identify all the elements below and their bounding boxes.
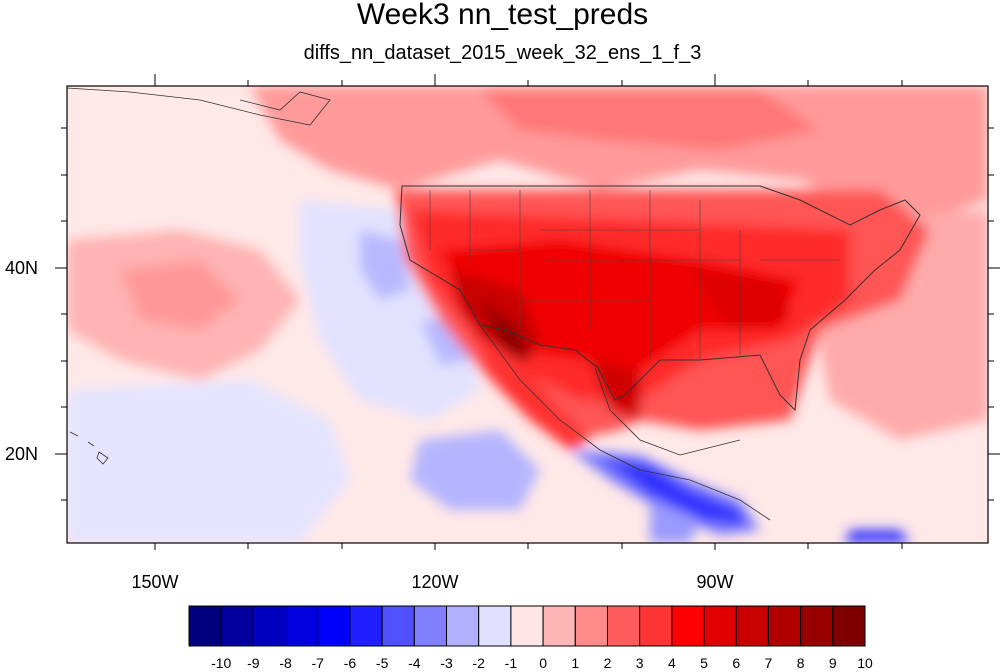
colorbar-label: 10 [857,655,873,671]
colorbar-swatch [574,605,608,647]
colorbar-label: 5 [700,655,708,671]
hawaii-islands [69,431,109,465]
colorbar-swatch [832,605,866,647]
colorbar-label: 1 [571,655,580,671]
colorbar-swatch [735,605,769,647]
colorbar-label: 0 [539,655,547,671]
colorbar-swatch [220,605,254,647]
colorbar-swatch [510,605,544,647]
colorbar-label: -6 [343,655,357,671]
map-panel [55,74,1000,550]
colorbar-swatch [606,605,641,647]
lon-label-120w: 120W [411,572,459,592]
colorbar-swatch [349,605,383,647]
colorbar-swatch [413,605,448,647]
colorbar-swatch [285,605,319,647]
us-boundary [399,185,921,412]
colorbar-swatch [703,605,737,647]
colorbar [188,605,866,647]
colorbar-label: -5 [375,655,389,671]
lon-label-150w: 150W [131,572,179,592]
colorbar-label: 9 [828,655,837,671]
colorbar-label: -3 [440,655,453,671]
colorbar-label: -4 [408,655,421,671]
colorbar-label: -9 [247,655,260,671]
colorbar-label: -10 [211,655,232,671]
lat-label-20n: 20N [4,444,38,464]
colorbar-label: -1 [504,655,518,671]
colorbar-label: 8 [796,655,805,671]
mexico-coast [479,324,771,521]
colorbar-swatch [542,605,576,647]
colorbar-swatch [639,605,673,647]
colorbar-label: 4 [667,655,676,671]
colorbar-swatch [800,605,834,647]
map-subtitle: diffs_nn_dataset_2015_week_32_ens_1_f_3 [303,42,702,64]
colorbar-label: -8 [279,655,292,671]
alaska-coast [67,87,331,126]
colorbar-swatch [252,605,287,647]
colorbar-label: 2 [603,655,612,671]
colorbar-label: -7 [311,655,324,671]
colorbar-swatch [381,605,415,647]
colorbar-swatch [188,605,222,647]
colorbar-label: 6 [732,655,741,671]
temperature-difference-field [67,86,988,543]
colorbar-swatch [671,605,705,647]
colorbar-swatch [478,605,512,647]
colorbar-swatch [317,605,351,647]
colorbar-swatch [446,605,480,647]
colorbar-swatch [767,605,802,647]
axis-ticks [55,74,1000,550]
lon-label-90w: 90W [696,572,734,592]
map-title: Week3 nn_test_preds [356,0,649,31]
lat-label-40n: 40N [4,258,38,278]
colorbar-label: 7 [764,655,773,671]
state-lines [429,190,840,360]
colorbar-label: 3 [635,655,644,671]
colorbar-label: -2 [472,655,485,671]
